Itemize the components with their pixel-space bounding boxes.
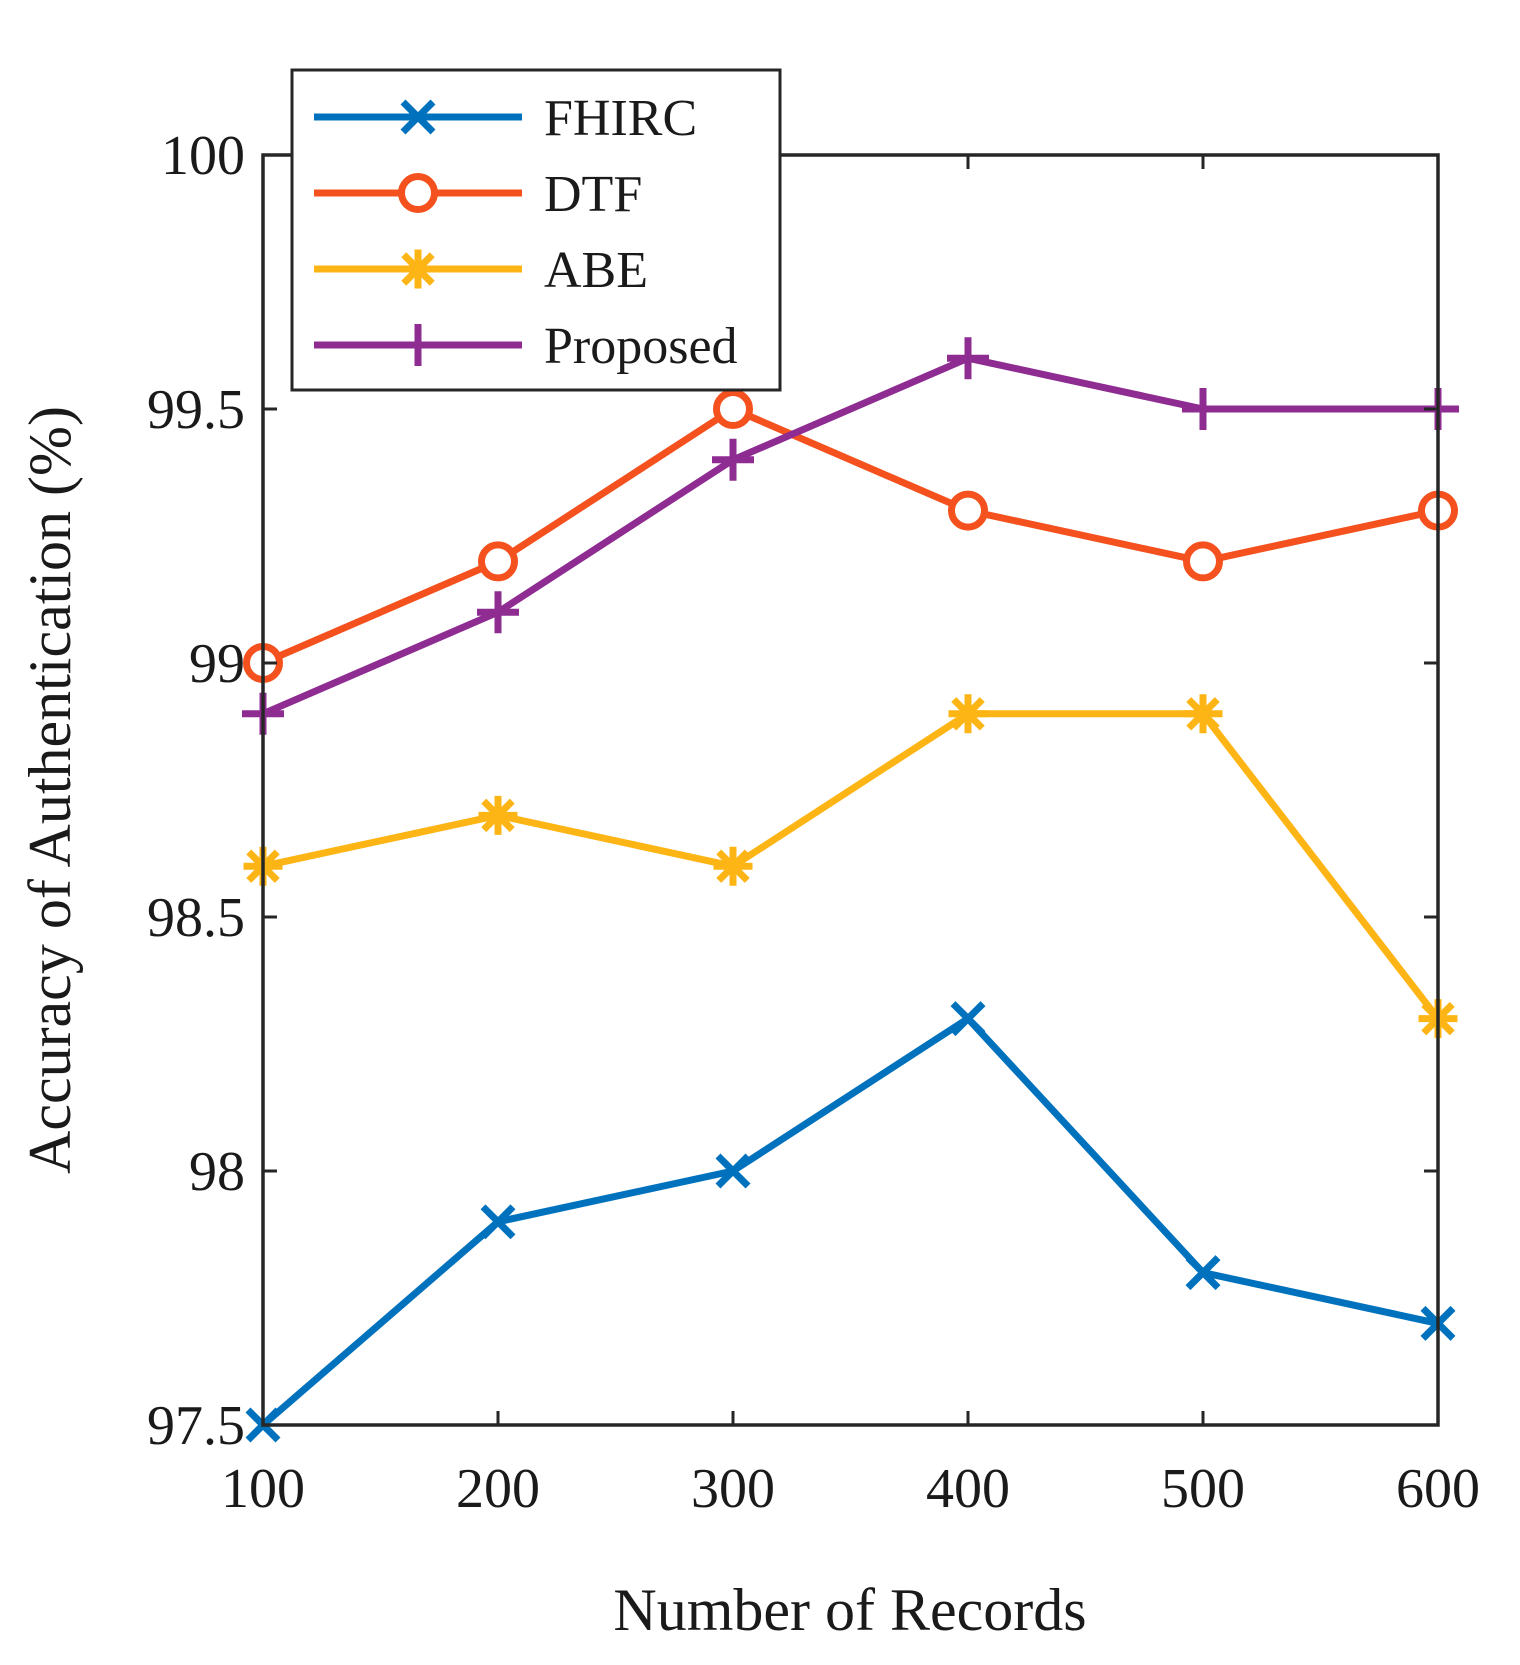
axis-layer: 100 200 300 400 500 600 97.5 98 98.5 99 99.5 100 <box>147 125 1480 1520</box>
x-tick-label-600: 600 <box>1396 1458 1480 1520</box>
legend-marker-dtf <box>398 173 438 213</box>
legend-marker-fhirc <box>400 99 436 135</box>
series-line-fhirc <box>260 1015 1439 1428</box>
legend-marker-abe <box>398 249 438 289</box>
legend: FHIRC DTF ABE Proposed <box>290 68 782 392</box>
data-point-proposed-200 <box>477 591 519 634</box>
series-fhirc <box>245 1001 1456 1443</box>
data-point-abe-500 <box>1183 694 1223 734</box>
x-tick-label-100: 100 <box>221 1458 305 1520</box>
data-point-dtf-500 <box>1183 541 1223 582</box>
data-point-fhirc-400 <box>950 1001 986 1037</box>
series-line-proposed <box>261 354 1438 718</box>
legend-box <box>290 68 782 392</box>
x-tick-label-400: 400 <box>926 1458 1010 1520</box>
x-tick-label-500: 500 <box>1161 1458 1245 1520</box>
x-axis-label: Number of Records <box>613 1577 1086 1643</box>
y-tick-label-98.5: 98.5 <box>147 887 245 949</box>
data-point-fhirc-500 <box>1185 1255 1221 1291</box>
y-axis-label: Accuracy of Authentication (%) <box>17 406 83 1174</box>
legend-label-dtf: DTF <box>544 166 642 223</box>
data-point-abe-200 <box>478 795 518 835</box>
data-point-dtf-200 <box>478 541 518 582</box>
y-tick-label-99.5: 99.5 <box>147 379 245 441</box>
series-line-abe <box>262 710 1441 1021</box>
legend-item-fhirc: FHIRC <box>314 90 697 147</box>
series-layer <box>242 337 1459 1443</box>
data-point-proposed-300 <box>712 438 754 481</box>
series-dtf <box>243 389 1458 683</box>
legend-item-dtf: DTF <box>314 166 642 223</box>
y-tick-label-99: 99 <box>189 633 245 695</box>
x-tick-label-200: 200 <box>456 1458 540 1520</box>
y-tick-label-97.5: 97.5 <box>147 1395 245 1457</box>
data-point-fhirc-300 <box>715 1153 751 1189</box>
data-point-abe-400 <box>948 694 988 734</box>
data-point-dtf-300 <box>713 389 753 429</box>
data-point-proposed-500 <box>1182 388 1224 430</box>
series-line-dtf <box>261 405 1439 667</box>
y-tick-label-98: 98 <box>189 1141 245 1203</box>
legend-item-abe: ABE <box>314 242 648 299</box>
data-point-abe-300 <box>713 846 753 886</box>
x-tick-label-300: 300 <box>691 1458 775 1520</box>
legend-label-abe: ABE <box>544 242 648 299</box>
data-point-fhirc-200 <box>480 1204 516 1240</box>
data-point-dtf-400 <box>948 490 988 531</box>
y-tick-label-100: 100 <box>161 125 245 187</box>
data-point-proposed-400 <box>947 337 989 380</box>
legend-label-proposed: Proposed <box>544 318 738 375</box>
legend-marker-proposed <box>397 324 439 366</box>
axes-box <box>261 153 1440 1427</box>
legend-label-fhirc: FHIRC <box>544 90 697 147</box>
legend-item-proposed: Proposed <box>314 318 738 375</box>
